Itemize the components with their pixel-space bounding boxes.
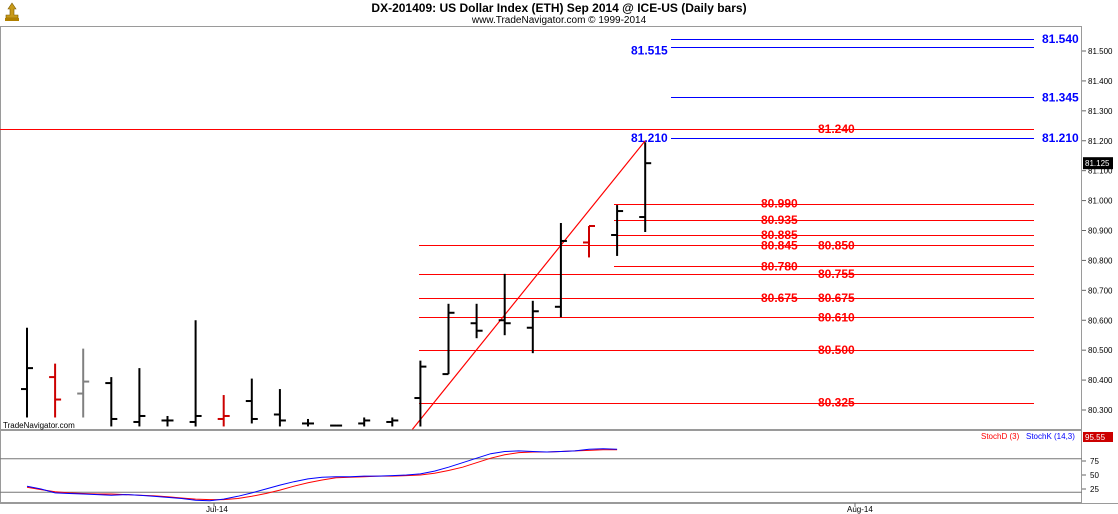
level-label-left: 80.885 [761, 228, 798, 242]
price-tick-label: 80.500 [1088, 346, 1113, 355]
chart-title: DX-201409: US Dollar Index (ETH) Sep 201… [371, 1, 747, 15]
level-label-right: 81.540 [1042, 32, 1079, 46]
stoch-tick-label: 25 [1090, 485, 1099, 494]
level-label-right: 80.500 [818, 343, 855, 357]
level-label-left: 81.515 [631, 44, 668, 58]
level-label-left: 80.990 [761, 197, 798, 211]
chart-subtitle: www.TradeNavigator.com © 1999-2014 [471, 15, 647, 26]
price-panel-frame [0, 26, 1082, 430]
price-tick-label: 80.900 [1088, 227, 1113, 236]
last-price-label: 81.125 [1085, 159, 1110, 168]
stoch-tick-label: 75 [1090, 457, 1099, 466]
time-tick-label: Aug-14 [847, 505, 873, 514]
trade-navigator-logo-icon [3, 2, 21, 22]
price-tick-label: 80.700 [1088, 286, 1113, 295]
stochk-legend: StochK (14,3) [1026, 432, 1075, 441]
price-tick-label: 80.800 [1088, 256, 1113, 265]
price-tick-label: 80.400 [1088, 376, 1113, 385]
level-label-right: 80.755 [818, 267, 855, 281]
price-tick-label: 81.400 [1088, 77, 1113, 86]
level-label-left: 80.780 [761, 259, 798, 273]
level-label-right: 80.675 [818, 291, 855, 305]
level-label-right: 80.850 [818, 238, 855, 252]
indicator-panel-frame [0, 430, 1082, 503]
time-tick-label: Jul-14 [206, 505, 228, 514]
price-tick-label: 81.000 [1088, 197, 1113, 206]
level-label-right: 80.325 [818, 396, 855, 410]
level-label-right: 81.345 [1042, 90, 1079, 104]
level-label-left: 80.845 [761, 238, 798, 252]
price-tick-label: 81.100 [1088, 167, 1113, 176]
stochd-legend: StochD (3) [981, 432, 1020, 441]
level-label-left: 80.935 [761, 213, 798, 227]
stoch-value-marker [1083, 432, 1113, 442]
price-tick-label: 81.500 [1088, 47, 1113, 56]
last-price-marker [1083, 157, 1113, 170]
watermark-label: TradeNavigator.com [3, 421, 75, 430]
stoch-tick-label: 50 [1090, 471, 1099, 480]
level-label-right: 81.240 [818, 122, 855, 136]
stochk-line [26, 448, 618, 502]
price-tick-label: 80.300 [1088, 406, 1113, 415]
level-label-right: 81.210 [1042, 131, 1079, 145]
price-tick-label: 81.200 [1088, 137, 1113, 146]
level-label-right: 80.610 [818, 310, 855, 324]
level-label-left: 81.210 [631, 131, 668, 145]
stoch-value-label: 95.55 [1085, 433, 1106, 442]
price-tick-label: 81.300 [1088, 107, 1113, 116]
level-label-left: 80.675 [761, 291, 798, 305]
price-tick-label: 80.600 [1088, 316, 1113, 325]
trendline [411, 140, 646, 430]
